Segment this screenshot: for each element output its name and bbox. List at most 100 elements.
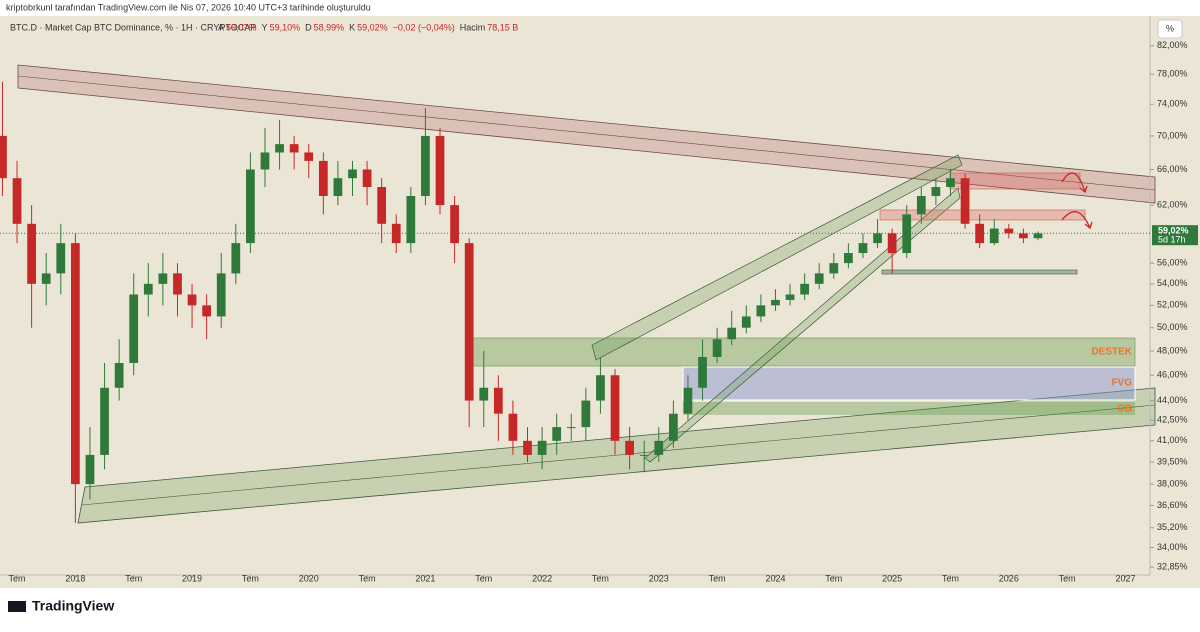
descending-band xyxy=(17,64,1156,204)
candle-body xyxy=(85,454,95,485)
y-tick-label: 36,60% xyxy=(1157,500,1188,510)
y-tick-label: 70,00% xyxy=(1157,130,1188,140)
y-tick-label: 42,50% xyxy=(1157,415,1188,425)
candle-body xyxy=(887,233,897,254)
candle-body xyxy=(596,375,605,401)
y-tick-label: 38,00% xyxy=(1157,479,1188,489)
candle-body xyxy=(639,454,649,456)
y-tick-label: 39,50% xyxy=(1157,456,1188,466)
x-tick-label: 2021 xyxy=(415,573,435,583)
rising-channel xyxy=(591,154,963,361)
candle-body xyxy=(464,243,474,401)
y-tick-label: 66,00% xyxy=(1157,164,1188,174)
support-zone xyxy=(469,337,1136,367)
candle-body xyxy=(362,169,372,188)
volume-label: Hacim xyxy=(460,22,486,32)
candle-body xyxy=(100,387,109,455)
candle-body xyxy=(187,294,197,306)
candle-body xyxy=(800,283,810,295)
zone-label: DESTEK xyxy=(1091,347,1132,358)
candle-body xyxy=(421,135,430,196)
candle-body xyxy=(56,243,66,274)
x-tick-label: 2026 xyxy=(999,573,1019,583)
candle-body xyxy=(975,223,985,244)
zone-label: FVG xyxy=(1111,378,1132,389)
x-tick-label: Tem xyxy=(1059,573,1076,583)
candle-body xyxy=(479,387,489,401)
candle-body xyxy=(1004,228,1014,234)
candle-body xyxy=(0,135,7,179)
y-tick-label: 34,00% xyxy=(1157,542,1188,552)
resistance-zone xyxy=(949,172,1081,190)
candle-body xyxy=(318,160,328,196)
chart-background xyxy=(0,16,1200,588)
y-tick-label: 35,20% xyxy=(1157,522,1188,532)
y-tick-label: 82,00% xyxy=(1157,40,1188,50)
candle-body xyxy=(858,243,868,254)
ohlc-value: 59,02% xyxy=(357,22,388,32)
unit-button[interactable] xyxy=(1157,19,1183,39)
candle-body xyxy=(508,413,518,441)
candle-body xyxy=(304,152,314,161)
candle-body xyxy=(216,273,226,317)
logo-icon xyxy=(8,601,26,612)
candle-body xyxy=(406,195,416,244)
y-tick-label: 78,00% xyxy=(1157,69,1188,79)
candle-body xyxy=(1019,233,1028,239)
candle-body xyxy=(114,362,124,388)
x-tick-label: 2025 xyxy=(882,573,902,583)
y-tick-label: 74,00% xyxy=(1157,99,1188,109)
candle-body xyxy=(552,427,562,441)
candle-body xyxy=(231,243,241,274)
candle-body xyxy=(435,135,445,206)
y-tick-label: 54,00% xyxy=(1157,278,1188,288)
candle-body xyxy=(741,316,751,328)
y-tick-label: 46,00% xyxy=(1157,370,1188,380)
candle-body xyxy=(829,263,839,274)
credit: kriptobrkunl tarafından TradingView.com … xyxy=(6,2,371,12)
x-tick-label: Tem xyxy=(942,573,959,583)
candle-body xyxy=(625,440,634,455)
band-midline xyxy=(17,75,1156,191)
band-midline xyxy=(81,404,1156,506)
candle-body xyxy=(41,273,51,284)
candle-body xyxy=(1033,233,1043,239)
candle-body xyxy=(129,294,139,363)
candle-body xyxy=(844,253,853,264)
logo-text: TradingView xyxy=(32,598,114,614)
candle-body xyxy=(202,305,212,317)
candle-body xyxy=(785,294,795,300)
candle-body xyxy=(523,440,532,455)
y-tick-label: 56,00% xyxy=(1157,258,1188,268)
ohlc-label: D xyxy=(305,22,312,32)
candle-body xyxy=(946,178,955,188)
x-tick-label: 2027 xyxy=(1115,573,1135,583)
ohlc-value: 59,07% xyxy=(226,22,257,32)
ohlc-value: 58,99% xyxy=(314,22,345,32)
change: −0,02 (−0,04%) xyxy=(393,22,455,32)
candle-body xyxy=(377,187,387,224)
ob-zone xyxy=(683,402,1135,415)
candle-body xyxy=(902,214,912,254)
candle-body xyxy=(275,144,284,153)
x-tick-label: 2020 xyxy=(299,573,319,583)
x-tick-label: Tem xyxy=(592,573,609,583)
y-tick-label: 48,00% xyxy=(1157,345,1188,355)
countdown: 5d 17h xyxy=(1158,235,1186,245)
unit-button-label[interactable]: % xyxy=(1166,23,1174,33)
x-tick-label: Tem xyxy=(9,573,26,583)
candle-body xyxy=(493,387,503,414)
volume: 78,15 B xyxy=(487,22,518,32)
y-tick-label: 62,00% xyxy=(1157,199,1188,209)
candle-body xyxy=(873,233,882,244)
candle-body xyxy=(143,283,153,295)
candle-body xyxy=(70,243,80,485)
candle-body xyxy=(566,427,576,429)
candle-body xyxy=(771,299,780,306)
resistance-zone xyxy=(879,209,1086,221)
y-tick-label: 52,00% xyxy=(1157,300,1188,310)
support-line xyxy=(881,269,1078,275)
candle-body xyxy=(246,169,255,244)
arrow xyxy=(1061,211,1093,230)
